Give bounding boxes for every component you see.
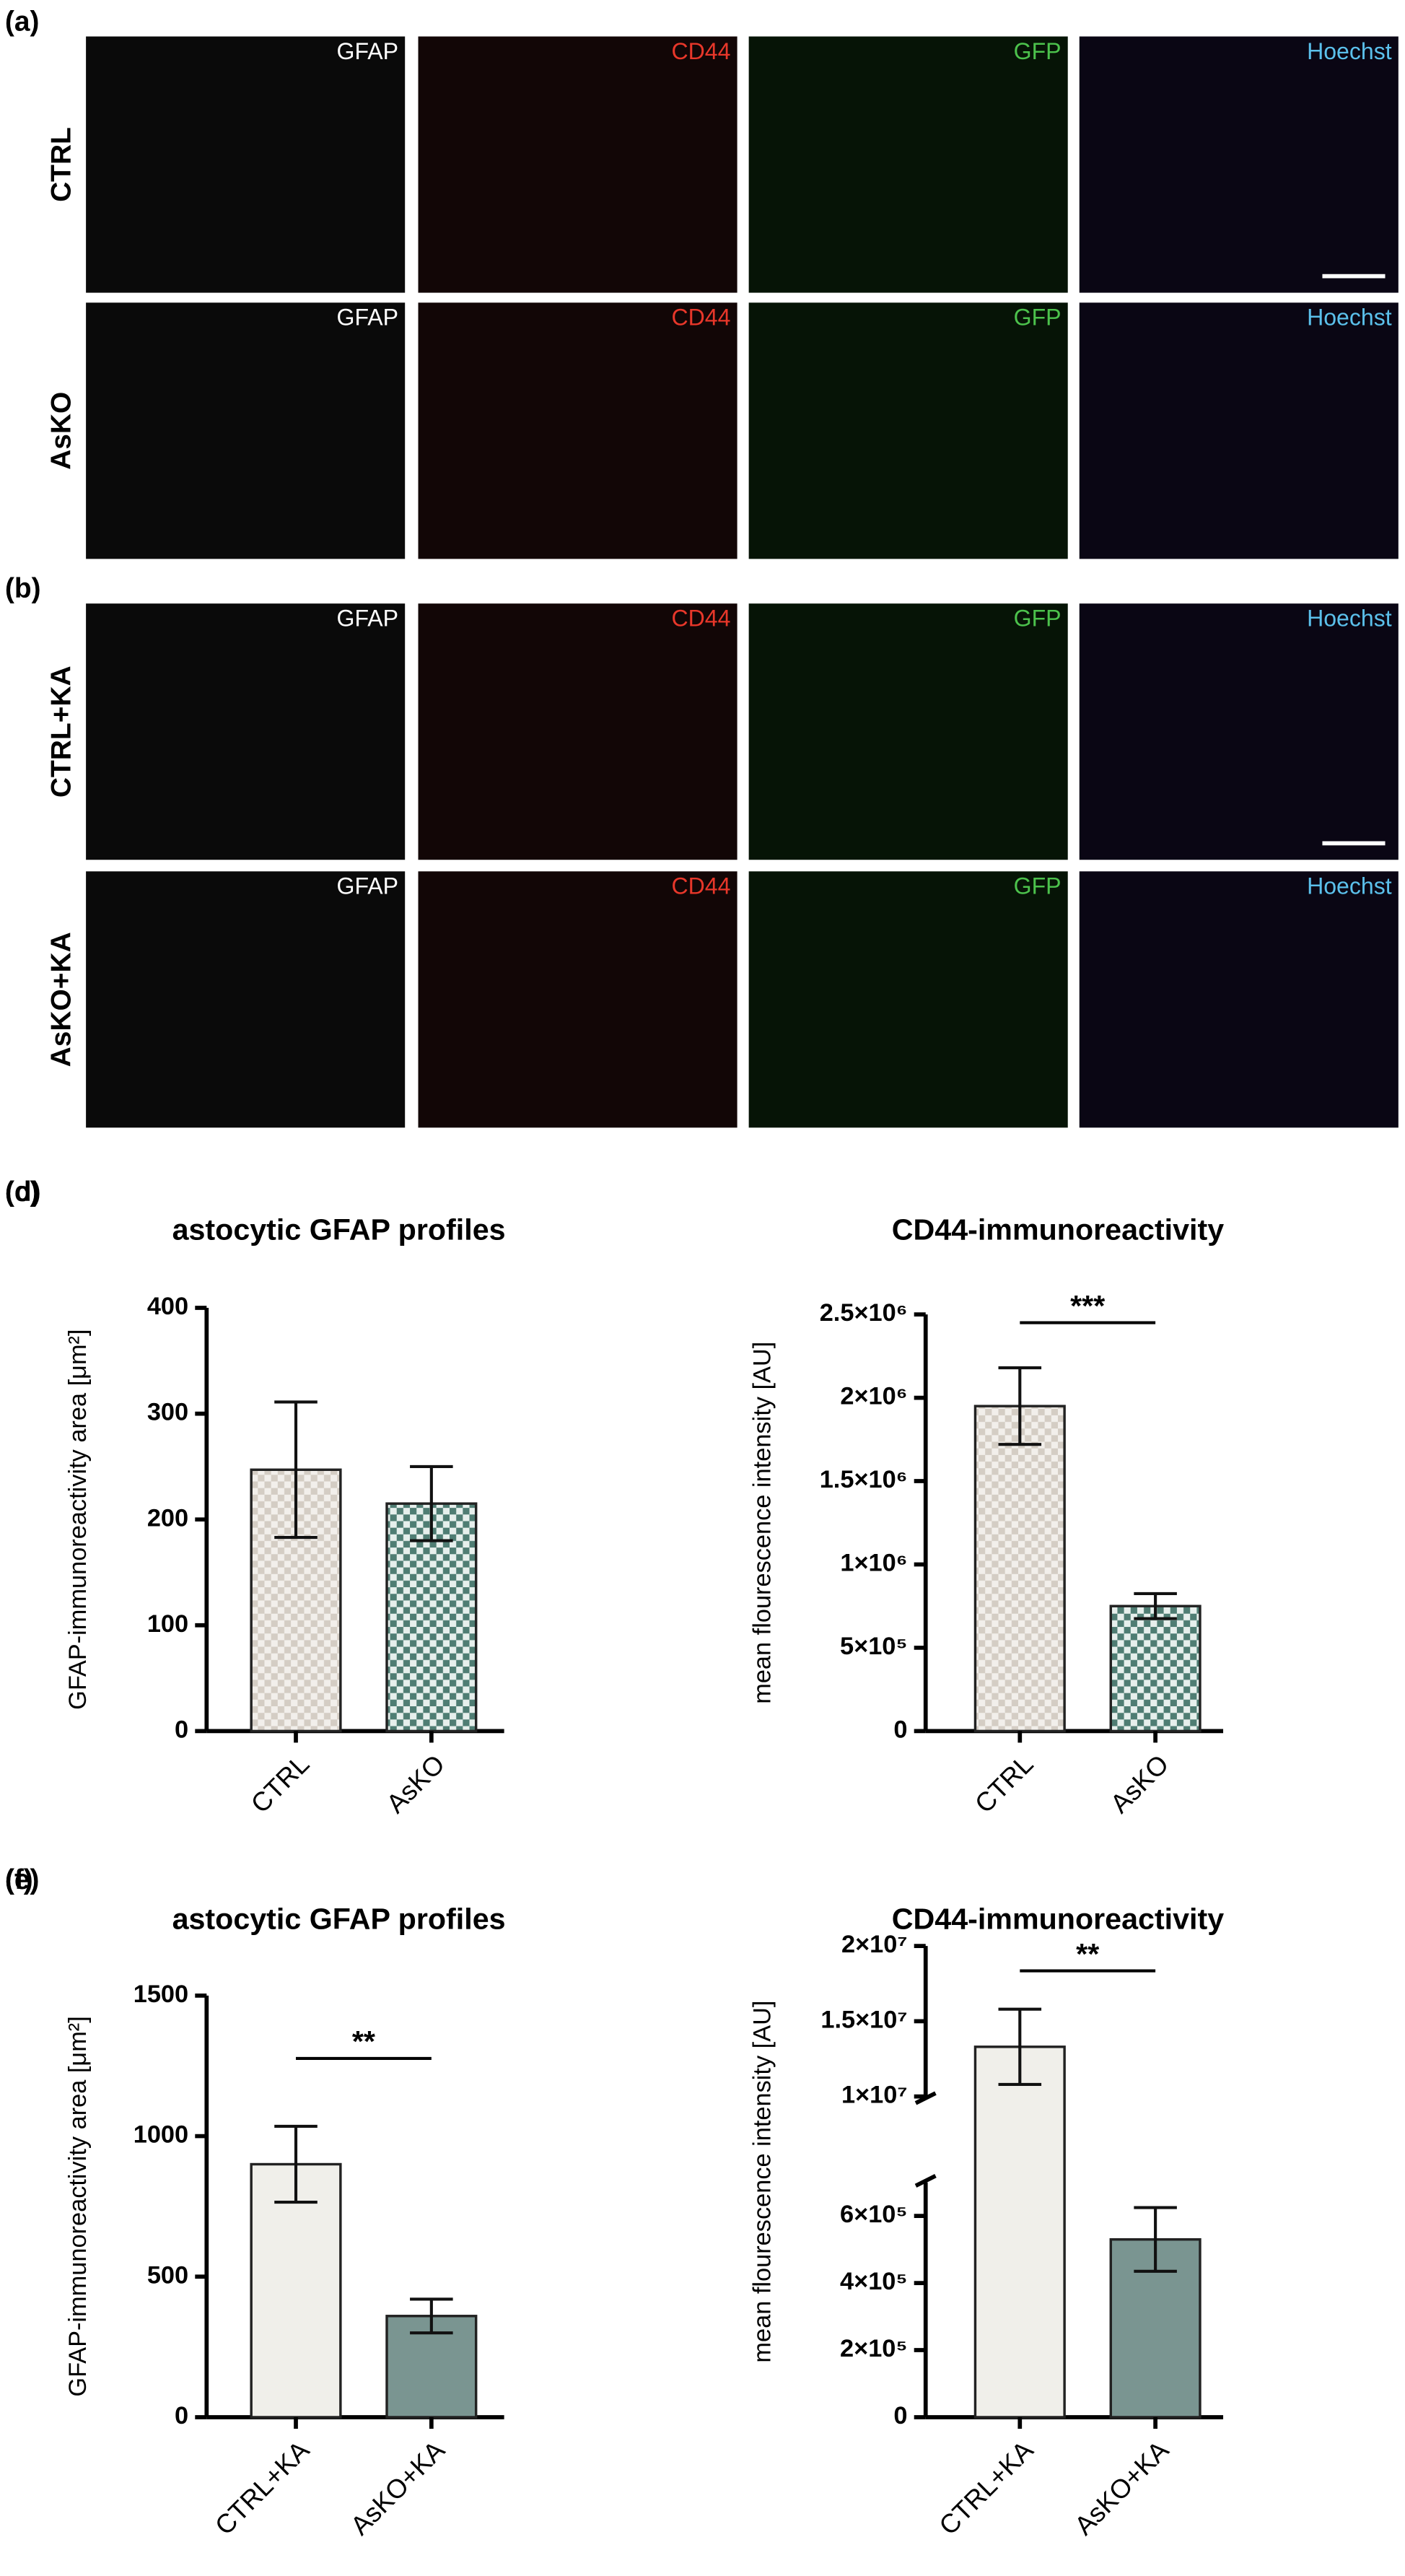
bar	[973, 1405, 1066, 1733]
y-tick-label: 5×10⁵	[840, 1633, 908, 1660]
chart-title: astocytic GFAP profiles	[172, 1903, 506, 1936]
channel-label: GFP	[1014, 38, 1062, 64]
micrograph	[86, 36, 406, 293]
y-tick-label: 0	[893, 2402, 907, 2429]
y-axis-title: GFAP-immunoreactivity area [μm²]	[64, 2016, 92, 2396]
bar	[973, 2045, 1066, 2419]
y-tick-label: 2×10⁶	[840, 1383, 907, 1410]
y-axis-title: mean flourescence intensity [AU]	[748, 1342, 776, 1704]
x-tick-label: CTRL+KA	[209, 2435, 315, 2541]
micrograph	[86, 302, 406, 559]
channel-label: GFP	[1014, 873, 1062, 899]
micrograph	[418, 302, 737, 559]
channel-label: GFAP	[337, 873, 398, 899]
row-label: CTRL	[45, 127, 76, 202]
channel-label: CD44	[672, 606, 731, 632]
row-label: AsKO	[45, 392, 76, 470]
y-tick-label: 0	[175, 2402, 188, 2429]
micrograph	[1079, 36, 1399, 293]
channel-label: CD44	[672, 305, 731, 331]
y-tick-label: 0	[893, 1716, 907, 1743]
y-tick-label: 0	[175, 1716, 188, 1743]
channel-label: CD44	[672, 873, 731, 899]
panel-label: (f)	[5, 1864, 33, 1895]
y-tick-label: 1.5×10⁶	[820, 1466, 908, 1493]
y-tick-label: 400	[147, 1293, 188, 1320]
y-axis-title: mean flourescence intensity [AU]	[748, 2001, 776, 2363]
y-tick-label: 500	[147, 2261, 188, 2289]
micrograph	[748, 603, 1068, 860]
y-tick-label: 200	[147, 1504, 188, 1532]
y-tick-label: 6×10⁵	[840, 2201, 908, 2228]
panel-label: (c)	[5, 1176, 40, 1208]
x-tick-label: CTRL	[245, 1749, 315, 1819]
row-label: CTRL+KA	[45, 665, 76, 798]
y-tick-label: 2×10⁷	[841, 1931, 908, 1958]
x-tick-label: CTRL+KA	[933, 2435, 1039, 2541]
y-tick-label: 1000	[134, 2121, 188, 2149]
micrograph	[418, 603, 737, 860]
channel-label: GFAP	[337, 305, 398, 331]
y-tick-label: 4×10⁵	[840, 2268, 908, 2295]
panel-label: (a)	[5, 6, 40, 37]
x-tick-label: AsKO+KA	[1069, 2435, 1175, 2541]
micrograph	[748, 36, 1068, 293]
panel-label: (e)	[5, 1864, 40, 1895]
chart-title: CD44-immunoreactivity	[892, 1213, 1224, 1246]
chart-title: CD44-immunoreactivity	[892, 1903, 1224, 1936]
bar	[250, 2162, 342, 2419]
channel-label: GFAP	[337, 606, 398, 632]
y-tick-label: 1×10⁷	[841, 2082, 908, 2109]
row-label: AsKO+KA	[45, 932, 76, 1067]
x-tick-label: AsKO+KA	[345, 2435, 451, 2541]
channel-label: Hoechst	[1307, 38, 1392, 64]
panel-label: (b)	[5, 573, 41, 604]
channel-label: Hoechst	[1307, 606, 1392, 632]
micrograph	[86, 871, 406, 1128]
significance-label: ***	[1070, 1289, 1105, 1322]
channel-label: GFAP	[337, 38, 398, 64]
chart-title: astocytic GFAP profiles	[172, 1213, 506, 1246]
y-tick-label: 100	[147, 1610, 188, 1638]
axis-break	[914, 2173, 937, 2188]
micrograph	[748, 871, 1068, 1128]
micrograph	[1079, 871, 1399, 1128]
channel-label: Hoechst	[1307, 873, 1392, 899]
channel-label: GFP	[1014, 606, 1062, 632]
y-axis-title: GFAP-immunoreactivity area [μm²]	[64, 1329, 92, 1709]
channel-label: Hoechst	[1307, 305, 1392, 331]
y-tick-label: 1×10⁶	[840, 1550, 907, 1577]
channel-label: CD44	[672, 38, 731, 64]
micrograph	[1079, 603, 1399, 860]
micrograph	[748, 302, 1068, 559]
micrograph	[418, 36, 737, 293]
micrograph	[1079, 302, 1399, 559]
y-tick-label: 300	[147, 1399, 188, 1426]
x-tick-label: AsKO	[380, 1749, 450, 1819]
bar	[1109, 1604, 1202, 1733]
micrograph	[418, 871, 737, 1128]
y-tick-label: 1.5×10⁷	[820, 2006, 907, 2033]
x-tick-label: AsKO	[1105, 1749, 1175, 1819]
channel-label: GFP	[1014, 305, 1062, 331]
micrograph	[86, 603, 406, 860]
panel-label: (d)	[5, 1176, 41, 1208]
x-tick-label: CTRL	[969, 1749, 1039, 1819]
y-tick-label: 2.5×10⁶	[820, 1299, 908, 1327]
significance-label: **	[1076, 1937, 1099, 1970]
significance-label: **	[352, 2025, 375, 2058]
y-tick-label: 1500	[134, 1981, 188, 2008]
y-tick-label: 2×10⁵	[840, 2335, 908, 2362]
